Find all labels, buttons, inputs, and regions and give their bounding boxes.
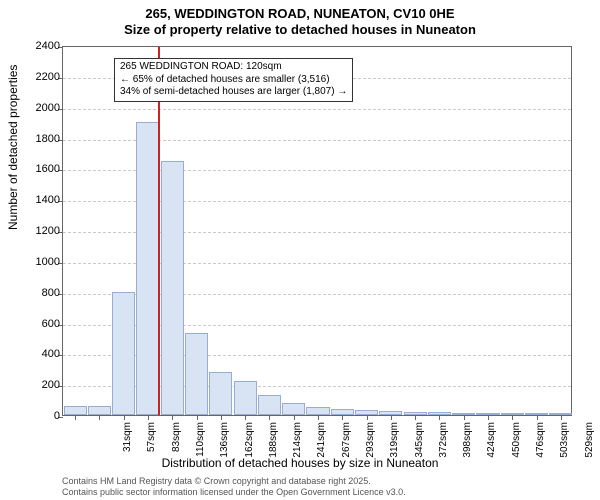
x-tick-mark <box>294 415 295 420</box>
x-tick-mark <box>75 415 76 420</box>
y-tick-label: 600 <box>5 318 60 330</box>
x-tick-label: 188sqm <box>268 422 279 472</box>
y-tick-label: 2000 <box>5 102 60 114</box>
footer-line1: Contains HM Land Registry data © Crown c… <box>62 476 406 487</box>
y-tick-label: 200 <box>5 379 60 391</box>
histogram-bar <box>64 406 87 415</box>
x-tick-mark <box>367 415 368 420</box>
x-tick-mark <box>512 415 513 420</box>
x-tick-mark <box>391 415 392 420</box>
annotation-line-0: 265 WEDDINGTON ROAD: 120sqm <box>120 61 347 74</box>
annotation-box: 265 WEDDINGTON ROAD: 120sqm← 65% of deta… <box>114 58 353 102</box>
histogram-bar <box>112 292 135 415</box>
y-tick-label: 800 <box>5 287 60 299</box>
x-tick-mark <box>245 415 246 420</box>
x-tick-label: 57sqm <box>146 422 157 472</box>
y-tick-label: 1000 <box>5 256 60 268</box>
histogram-bar <box>161 161 184 415</box>
chart-title-block: 265, WEDDINGTON ROAD, NUNEATON, CV10 0HE… <box>0 0 600 39</box>
x-tick-mark <box>342 415 343 420</box>
y-tick-label: 0 <box>5 410 60 422</box>
x-tick-label: 503sqm <box>559 422 570 472</box>
y-tick-label: 1400 <box>5 194 60 206</box>
x-tick-label: 110sqm <box>195 422 206 472</box>
chart-title-line1: 265, WEDDINGTON ROAD, NUNEATON, CV10 0HE <box>0 6 600 22</box>
histogram-bar <box>306 407 329 415</box>
y-tick-label: 1200 <box>5 225 60 237</box>
x-tick-label: 529sqm <box>584 422 595 472</box>
histogram-bar <box>136 122 159 415</box>
x-tick-mark <box>221 415 222 420</box>
x-tick-label: 162sqm <box>244 422 255 472</box>
histogram-bar <box>258 395 281 415</box>
annotation-line-2: 34% of semi-detached houses are larger (… <box>120 86 347 99</box>
x-tick-mark <box>148 415 149 420</box>
x-tick-label: 83sqm <box>171 422 182 472</box>
x-tick-label: 267sqm <box>341 422 352 472</box>
grid-line <box>63 109 571 110</box>
x-tick-label: 398sqm <box>462 422 473 472</box>
x-tick-label: 319sqm <box>389 422 400 472</box>
footer-line2: Contains public sector information licen… <box>62 487 406 498</box>
property-marker-line <box>158 47 160 415</box>
x-tick-mark <box>415 415 416 420</box>
histogram-bar <box>88 406 111 415</box>
y-tick-label: 400 <box>5 348 60 360</box>
y-tick-label: 2400 <box>5 40 60 52</box>
x-tick-mark <box>464 415 465 420</box>
histogram-bar <box>185 333 208 415</box>
histogram-bar <box>234 381 257 415</box>
x-tick-label: 136sqm <box>219 422 230 472</box>
x-tick-mark <box>561 415 562 420</box>
x-tick-label: 345sqm <box>414 422 425 472</box>
x-tick-label: 476sqm <box>535 422 546 472</box>
x-tick-label: 450sqm <box>511 422 522 472</box>
x-tick-label: 372sqm <box>438 422 449 472</box>
x-tick-label: 31sqm <box>122 422 133 472</box>
x-tick-label: 241sqm <box>316 422 327 472</box>
chart-plot-area: 265 WEDDINGTON ROAD: 120sqm← 65% of deta… <box>62 46 572 416</box>
x-tick-mark <box>537 415 538 420</box>
y-tick-label: 1600 <box>5 163 60 175</box>
x-tick-label: 214sqm <box>292 422 303 472</box>
x-tick-mark <box>99 415 100 420</box>
x-tick-mark <box>197 415 198 420</box>
x-tick-mark <box>439 415 440 420</box>
x-tick-mark <box>124 415 125 420</box>
chart-title-line2: Size of property relative to detached ho… <box>0 22 600 38</box>
x-tick-mark <box>269 415 270 420</box>
y-tick-label: 2200 <box>5 71 60 83</box>
x-tick-mark <box>318 415 319 420</box>
histogram-bar <box>209 372 232 415</box>
x-tick-label: 424sqm <box>486 422 497 472</box>
x-tick-label: 293sqm <box>365 422 376 472</box>
annotation-line-1: ← 65% of detached houses are smaller (3,… <box>120 74 347 87</box>
y-tick-label: 1800 <box>5 133 60 145</box>
x-tick-mark <box>488 415 489 420</box>
histogram-bar <box>282 403 305 415</box>
footer-attribution: Contains HM Land Registry data © Crown c… <box>62 476 406 498</box>
x-tick-mark <box>172 415 173 420</box>
